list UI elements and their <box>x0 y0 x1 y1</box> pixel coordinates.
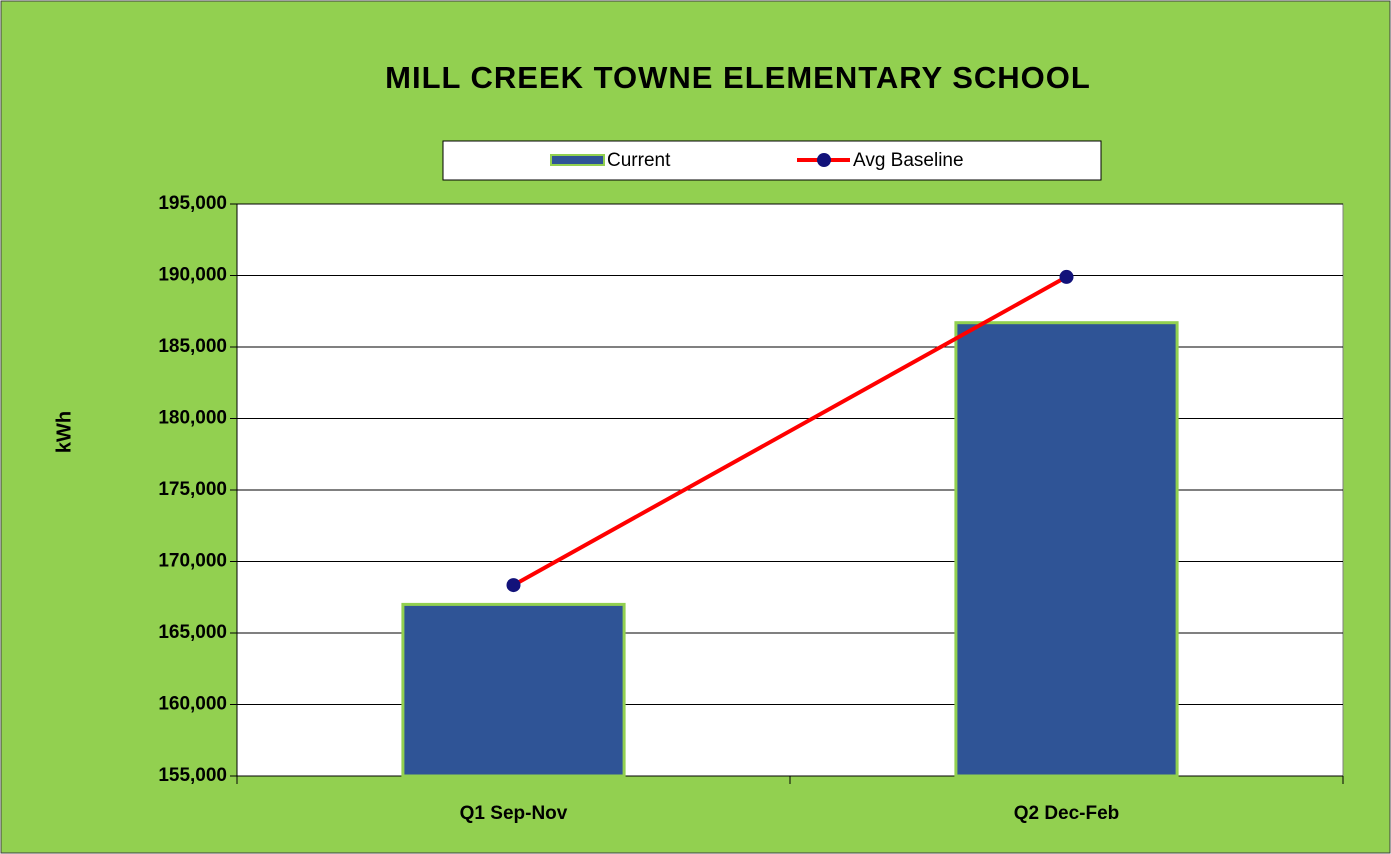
y-tick-label: 160,000 <box>158 694 227 715</box>
line <box>512 275 1068 587</box>
y-tick-label: 185,000 <box>158 336 227 357</box>
y-tick-label: 190,000 <box>158 265 227 286</box>
y-tick-label: 170,000 <box>158 551 227 572</box>
chart-title: MILL CREEK TOWNE ELEMENTARY SCHOOL <box>385 60 1091 95</box>
x-tick-label: Q2 Dec-Feb <box>1014 803 1120 824</box>
y-tick-label: 180,000 <box>158 408 227 429</box>
bar <box>401 602 626 778</box>
y-tick-label: 155,000 <box>158 765 227 786</box>
y-tick-label: 165,000 <box>158 622 227 643</box>
legend-swatch <box>550 154 605 166</box>
legend-swatch-marker <box>817 153 831 167</box>
legend-label: Current <box>607 150 671 171</box>
y-tick-label: 195,000 <box>158 193 227 214</box>
legend-label: Avg Baseline <box>853 150 964 171</box>
x-tick-label: Q1 Sep-Nov <box>460 803 568 824</box>
line-marker <box>506 578 521 593</box>
y-axis-label: kWh <box>53 411 75 453</box>
legend <box>442 140 1102 181</box>
bar <box>954 321 1179 778</box>
y-tick-label: 175,000 <box>158 479 227 500</box>
line-marker <box>1059 269 1074 284</box>
